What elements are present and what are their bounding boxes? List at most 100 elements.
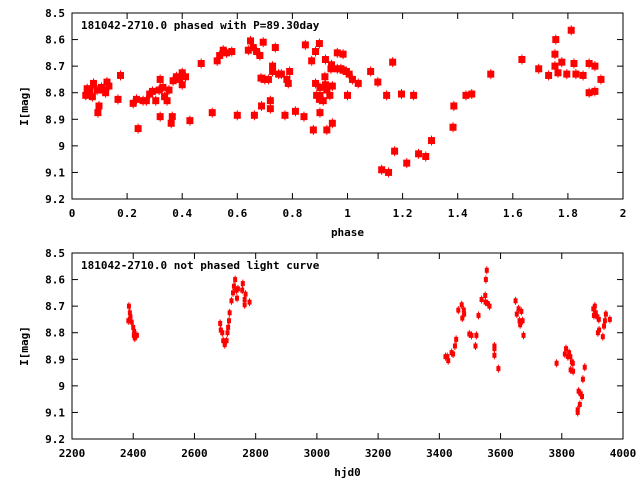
point-marker [592, 303, 597, 309]
point-marker [131, 324, 136, 330]
point-marker [554, 69, 562, 77]
data-point [496, 364, 501, 373]
data-point [572, 69, 580, 80]
point-marker [281, 111, 289, 119]
point-marker [492, 346, 497, 352]
chart-title: 181042-2710.0 not phased light curve [81, 259, 320, 272]
x-axis-label: phase [331, 226, 364, 239]
data-point [602, 322, 607, 331]
point-marker [595, 314, 600, 320]
point-marker [129, 99, 137, 107]
data-point [567, 25, 575, 36]
point-marker [445, 354, 450, 360]
data-point [186, 115, 194, 126]
point-marker [492, 352, 497, 358]
point-marker [291, 107, 299, 115]
point-marker [585, 59, 593, 67]
data-point [446, 356, 451, 365]
data-point [261, 74, 269, 85]
data-point [321, 71, 329, 82]
point-marker [259, 38, 267, 46]
point-marker [385, 168, 393, 176]
point-marker [178, 81, 186, 89]
point-marker [315, 95, 323, 103]
data-point [247, 298, 252, 307]
point-marker [321, 73, 329, 81]
data-point [218, 319, 223, 328]
point-marker [142, 97, 150, 105]
data-point [231, 288, 236, 297]
data-point [134, 123, 142, 134]
x-tick-label: 0.8 [282, 207, 302, 220]
point-marker [283, 75, 291, 83]
y-tick-label: 8.9 [45, 353, 65, 366]
point-marker [582, 364, 587, 370]
data-point [585, 58, 593, 69]
data-point [579, 70, 587, 81]
point-marker [597, 327, 602, 333]
data-point [580, 375, 585, 384]
data-point [378, 164, 386, 175]
point-marker [484, 267, 489, 273]
data-point [603, 310, 608, 319]
point-marker [213, 57, 221, 65]
data-point [570, 58, 578, 69]
point-marker [567, 26, 575, 34]
data-point [264, 74, 272, 85]
y-tick-label: 8.9 [45, 113, 65, 126]
data-point [597, 326, 602, 335]
data-point [281, 110, 289, 121]
point-marker [243, 291, 248, 297]
point-marker [224, 338, 229, 344]
data-point [224, 336, 229, 345]
point-marker [94, 109, 102, 117]
point-marker [521, 332, 526, 338]
point-marker [602, 318, 607, 324]
data-point [315, 38, 323, 49]
point-marker [570, 59, 578, 67]
data-point [422, 151, 430, 162]
x-tick-label: 3400 [426, 447, 453, 460]
point-marker [233, 111, 241, 119]
plot-frame [71, 12, 624, 200]
point-marker [249, 44, 257, 52]
data-point [428, 135, 436, 146]
point-marker [328, 82, 336, 90]
data-point [242, 300, 247, 309]
data-point [454, 335, 459, 344]
data-point [216, 50, 224, 61]
data-point [607, 315, 612, 324]
point-marker [316, 91, 324, 99]
data-point [403, 158, 411, 169]
x-tick-label: 2 [620, 207, 627, 220]
point-marker [132, 328, 137, 334]
point-marker [422, 152, 430, 160]
data-point [168, 111, 176, 122]
point-marker [240, 287, 245, 293]
point-marker [253, 48, 261, 56]
point-marker [328, 61, 336, 69]
point-marker [229, 298, 234, 304]
point-marker [568, 367, 573, 373]
point-marker [460, 315, 465, 321]
point-marker [316, 109, 324, 117]
point-marker [479, 297, 484, 302]
data-point [333, 63, 341, 74]
point-marker [169, 77, 177, 85]
data-point [93, 85, 101, 96]
point-marker [197, 59, 205, 67]
point-marker [156, 113, 164, 121]
point-marker [156, 75, 164, 83]
x-tick-label: 1.4 [448, 207, 468, 220]
point-marker [316, 83, 324, 91]
data-point [339, 49, 347, 60]
data-point [367, 66, 375, 77]
data-point [165, 85, 173, 96]
point-marker [242, 297, 247, 302]
x-tick-label: 2400 [120, 447, 147, 460]
data-point [129, 318, 134, 327]
data-point [582, 363, 587, 372]
point-marker [234, 295, 239, 301]
data-point [518, 54, 526, 65]
point-marker [148, 87, 156, 95]
